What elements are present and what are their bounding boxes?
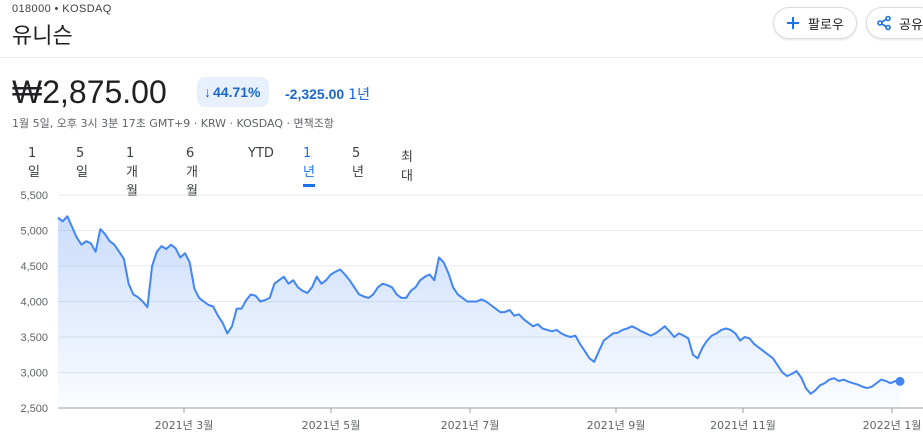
change-period: 1년 (348, 87, 370, 103)
range-tab-6m[interactable]: 6개월 (186, 146, 198, 199)
y-tick-label: 5,500 (20, 190, 48, 202)
y-tick-label: 4,000 (20, 297, 48, 309)
price-area (58, 216, 900, 408)
x-tick-label: 2022년 1월 (863, 419, 922, 432)
change-percent-badge: ↓ 44.71% (197, 77, 270, 107)
quote-meta: 1월 5일, 오후 3시 3분 17초 GMT+9 · KRW · KOSDAQ… (12, 117, 335, 130)
share-icon (875, 14, 893, 32)
follow-button[interactable]: 팔로우 (773, 7, 857, 39)
last-price-dot (895, 376, 905, 386)
plus-icon (784, 14, 802, 32)
range-tab-1d[interactable]: 1일 (28, 146, 40, 180)
header-divider (0, 57, 923, 58)
change-absolute: -2,325.00 1년 (285, 84, 370, 104)
current-price: ₩2,875.00 (12, 74, 167, 110)
range-tab-5y[interactable]: 5년 (352, 146, 364, 180)
arrow-down-icon: ↓ (204, 84, 211, 100)
range-tab-1m[interactable]: 1개월 (126, 146, 138, 199)
range-tab-1y[interactable]: 1년 (303, 146, 315, 187)
x-tick-label: 2021년 7월 (441, 419, 500, 432)
range-tab-5d[interactable]: 5일 (76, 146, 88, 180)
share-label: 공유 (899, 17, 923, 33)
y-tick-label: 2,500 (20, 403, 48, 415)
range-tab-ytd[interactable]: YTD (248, 146, 274, 161)
y-tick-label: 3,000 (20, 368, 48, 380)
ticker-exchange-label: 018000 • KOSDAQ (12, 3, 112, 15)
follow-label: 팔로우 (808, 17, 844, 33)
y-tick-label: 4,500 (20, 261, 48, 273)
share-button[interactable]: 공유 (866, 7, 923, 39)
y-tick-label: 3,500 (20, 332, 48, 344)
x-tick-label: 2021년 11월 (710, 419, 776, 432)
x-tick-label: 2021년 3월 (155, 419, 214, 432)
x-tick-label: 2021년 5월 (302, 419, 361, 432)
x-tick-label: 2021년 9월 (587, 419, 646, 432)
price-line (57, 215, 901, 395)
y-tick-label: 5,000 (20, 226, 48, 238)
company-name: 유니슨 (12, 24, 73, 49)
range-tab-max[interactable]: 최대 (401, 150, 413, 184)
change-absolute-value: -2,325.00 (285, 86, 345, 102)
change-percent: 44.71% (213, 84, 261, 100)
price-chart[interactable]: 5,500 5,000 4,500 4,000 3,500 3,000 2,500 2021… (0, 180, 923, 440)
